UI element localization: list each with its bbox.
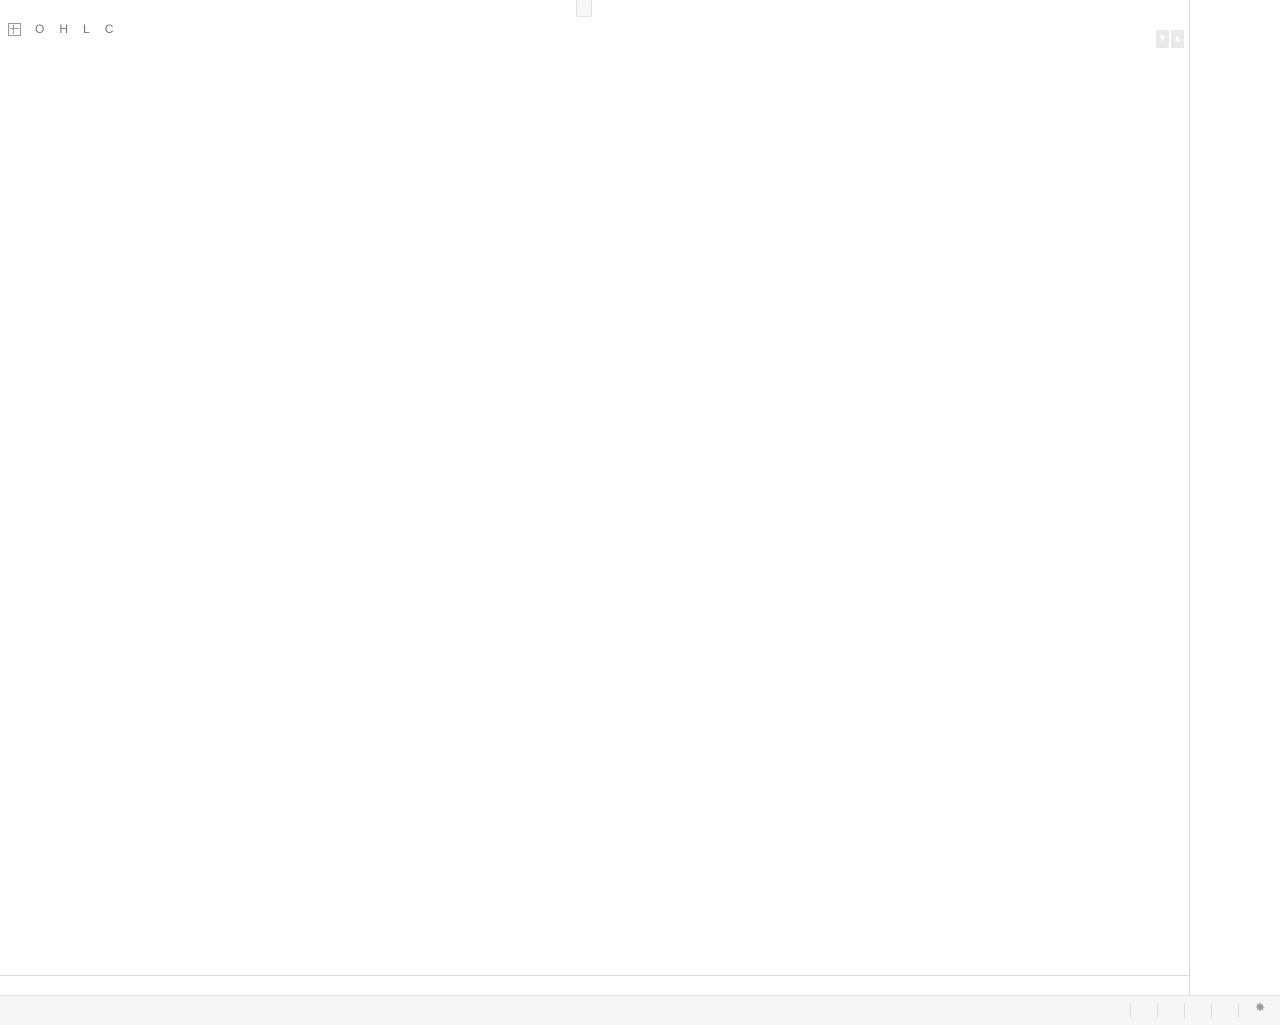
- toolbar-right[interactable]: [1104, 996, 1280, 1025]
- price-axis[interactable]: [1189, 0, 1280, 995]
- ohlc-legend: O H L C: [0, 18, 114, 40]
- stochastic-pane[interactable]: [0, 722, 1189, 975]
- chart-area[interactable]: [0, 0, 1189, 995]
- date-axis[interactable]: [0, 975, 1189, 996]
- gear-icon[interactable]: [1239, 996, 1280, 1025]
- ohlc-open: O: [35, 22, 45, 36]
- ohlc-low: L: [83, 22, 90, 36]
- ohlc-high: H: [59, 22, 69, 36]
- exit-fullscreen-tooltip: [576, 0, 592, 17]
- price-pane[interactable]: [0, 18, 1189, 720]
- scroll-up-button[interactable]: ▲: [1171, 30, 1184, 48]
- scroll-down-button[interactable]: ▼: [1156, 30, 1169, 48]
- bottom-toolbar[interactable]: [0, 995, 1280, 1025]
- ohlc-close: C: [104, 22, 114, 36]
- expand-icon[interactable]: [8, 22, 21, 36]
- price-chart-svg: [0, 18, 1189, 720]
- stochastic-chart-svg: [0, 722, 1189, 975]
- axis-scroll-buttons[interactable]: ▼ ▲: [1156, 30, 1184, 48]
